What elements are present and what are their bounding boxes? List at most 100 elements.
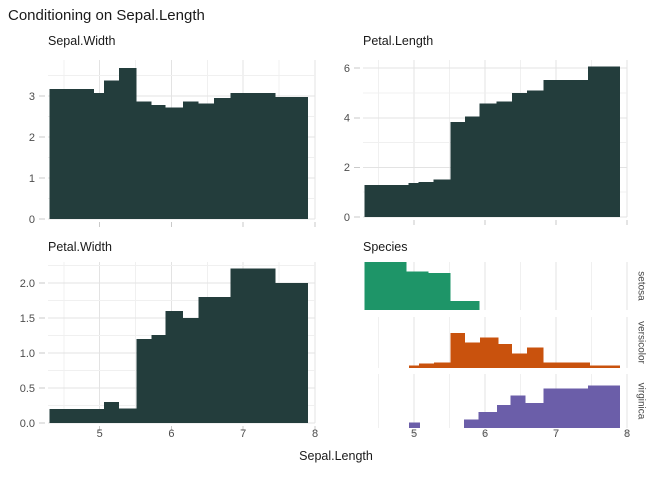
y-tick-label: 0 <box>29 214 35 226</box>
histogram-bar <box>409 422 420 428</box>
histogram-bar <box>136 101 152 219</box>
histogram-bar <box>418 182 434 217</box>
histogram-bar <box>213 98 231 219</box>
petal-length-histogram: 0 2 4 6 <box>344 60 628 225</box>
histogram-bar <box>450 300 480 310</box>
x-tick-label: 8 <box>624 428 630 440</box>
x-tick-label: 7 <box>553 428 559 440</box>
histogram-bar <box>409 365 420 368</box>
histogram-bar <box>496 101 513 217</box>
x-tick-label: 5 <box>97 428 103 440</box>
y-tick-label: 4 <box>344 113 350 125</box>
histogram-bar <box>165 311 183 423</box>
bars <box>49 268 308 423</box>
x-tick-label: 7 <box>240 428 246 440</box>
histogram-bar <box>93 93 104 219</box>
histogram-bar <box>119 68 137 219</box>
bars <box>364 262 620 428</box>
histogram-bar <box>275 96 308 219</box>
histogram-bar <box>433 179 451 217</box>
histogram-bar <box>230 92 276 219</box>
histogram-bar <box>450 121 466 217</box>
y-tick-label: 0.5 <box>20 383 35 395</box>
histogram-bar <box>49 409 94 423</box>
x-tick-label: 6 <box>168 428 174 440</box>
y-tick-label: 1.0 <box>20 348 35 360</box>
histogram-bar <box>275 283 308 423</box>
histogram-bar <box>587 66 620 217</box>
axis-labels: 0 2 4 6 <box>344 63 628 225</box>
x-tick-label: 8 <box>312 428 318 440</box>
histogram-bar <box>93 409 104 423</box>
histogram-bar <box>526 347 544 368</box>
y-tick-label: 2.0 <box>20 278 35 290</box>
sepal-width-histogram: 0 1 2 3 <box>29 60 316 227</box>
histogram-bar <box>151 334 166 423</box>
histogram-bar <box>590 365 620 368</box>
facet-strip-label: setosa <box>636 271 647 301</box>
bars <box>364 66 620 217</box>
facet-strip-label: virginica <box>636 383 647 420</box>
y-tick-label: 3 <box>29 91 35 103</box>
histogram-bar <box>463 419 479 428</box>
y-tick-label: 2 <box>29 132 35 144</box>
histogram-bar <box>406 271 429 310</box>
y-tick-label: 0 <box>344 212 350 224</box>
histogram-bar <box>479 103 497 217</box>
histogram-bar <box>498 344 513 368</box>
y-tick-label: 2 <box>344 162 350 174</box>
panel-title-sepal-width: Sepal.Width <box>48 34 116 48</box>
histogram-bar <box>512 353 527 368</box>
histogram-bar <box>433 362 451 368</box>
histogram-bar <box>497 404 511 428</box>
x-tick-label: 6 <box>482 428 488 440</box>
histogram-bar <box>543 80 588 217</box>
histogram-bar <box>364 262 407 310</box>
histogram-bar <box>525 403 544 428</box>
histogram-bar <box>119 408 137 423</box>
axis-labels: 0.0 0.5 1.0 1.5 2.0 5 6 7 8 <box>20 278 318 440</box>
histogram-bar <box>478 411 498 428</box>
histogram-bar <box>587 385 620 428</box>
panel-title-petal-width: Petal.Width <box>48 240 112 254</box>
histogram-bar <box>103 402 120 423</box>
histogram-bar <box>151 105 166 219</box>
histogram-bar <box>419 363 434 368</box>
petal-width-histogram: 0.0 0.5 1.0 1.5 2.0 5 6 7 8 <box>20 262 318 440</box>
histogram-bar <box>510 395 526 428</box>
histogram-bar <box>465 116 480 217</box>
histogram-bar <box>450 332 466 368</box>
x-axis-label: Sepal.Length <box>299 449 373 463</box>
histogram-bar <box>182 101 199 219</box>
histogram-bar <box>512 92 527 217</box>
figure-title: Conditioning on Sepal.Length <box>8 7 205 24</box>
x-tick-label: 5 <box>411 428 417 440</box>
histogram-bar <box>230 268 276 423</box>
y-tick-label: 6 <box>344 63 350 75</box>
y-tick-label: 1.5 <box>20 313 35 325</box>
bars <box>49 68 308 219</box>
histogram-bar <box>198 103 214 219</box>
histogram-bar <box>103 80 120 219</box>
axis-labels: 0 1 2 3 <box>29 91 316 227</box>
panel-title-species: Species <box>363 240 408 254</box>
histogram-bar <box>182 318 199 423</box>
histogram-bar <box>165 107 183 219</box>
histogram-bar <box>198 297 231 423</box>
histogram-bar <box>480 337 499 368</box>
y-tick-label: 1 <box>29 173 35 185</box>
histogram-bar <box>49 89 94 219</box>
histogram-bar <box>526 90 544 217</box>
histogram-bar <box>364 184 409 217</box>
histogram-bar <box>543 388 588 428</box>
histogram-bar <box>465 342 481 368</box>
axis-labels: setosa versicolor virginica 5 6 7 8 <box>411 271 646 440</box>
histogram-bar <box>428 273 451 310</box>
histogram-bar <box>543 362 591 368</box>
histogram-bar <box>408 182 419 217</box>
panel-title-petal-length: Petal.Length <box>363 34 434 48</box>
y-tick-label: 0.0 <box>20 418 35 430</box>
species-facet-histograms: setosa versicolor virginica 5 6 7 8 <box>364 262 647 440</box>
histogram-bar <box>136 339 152 423</box>
